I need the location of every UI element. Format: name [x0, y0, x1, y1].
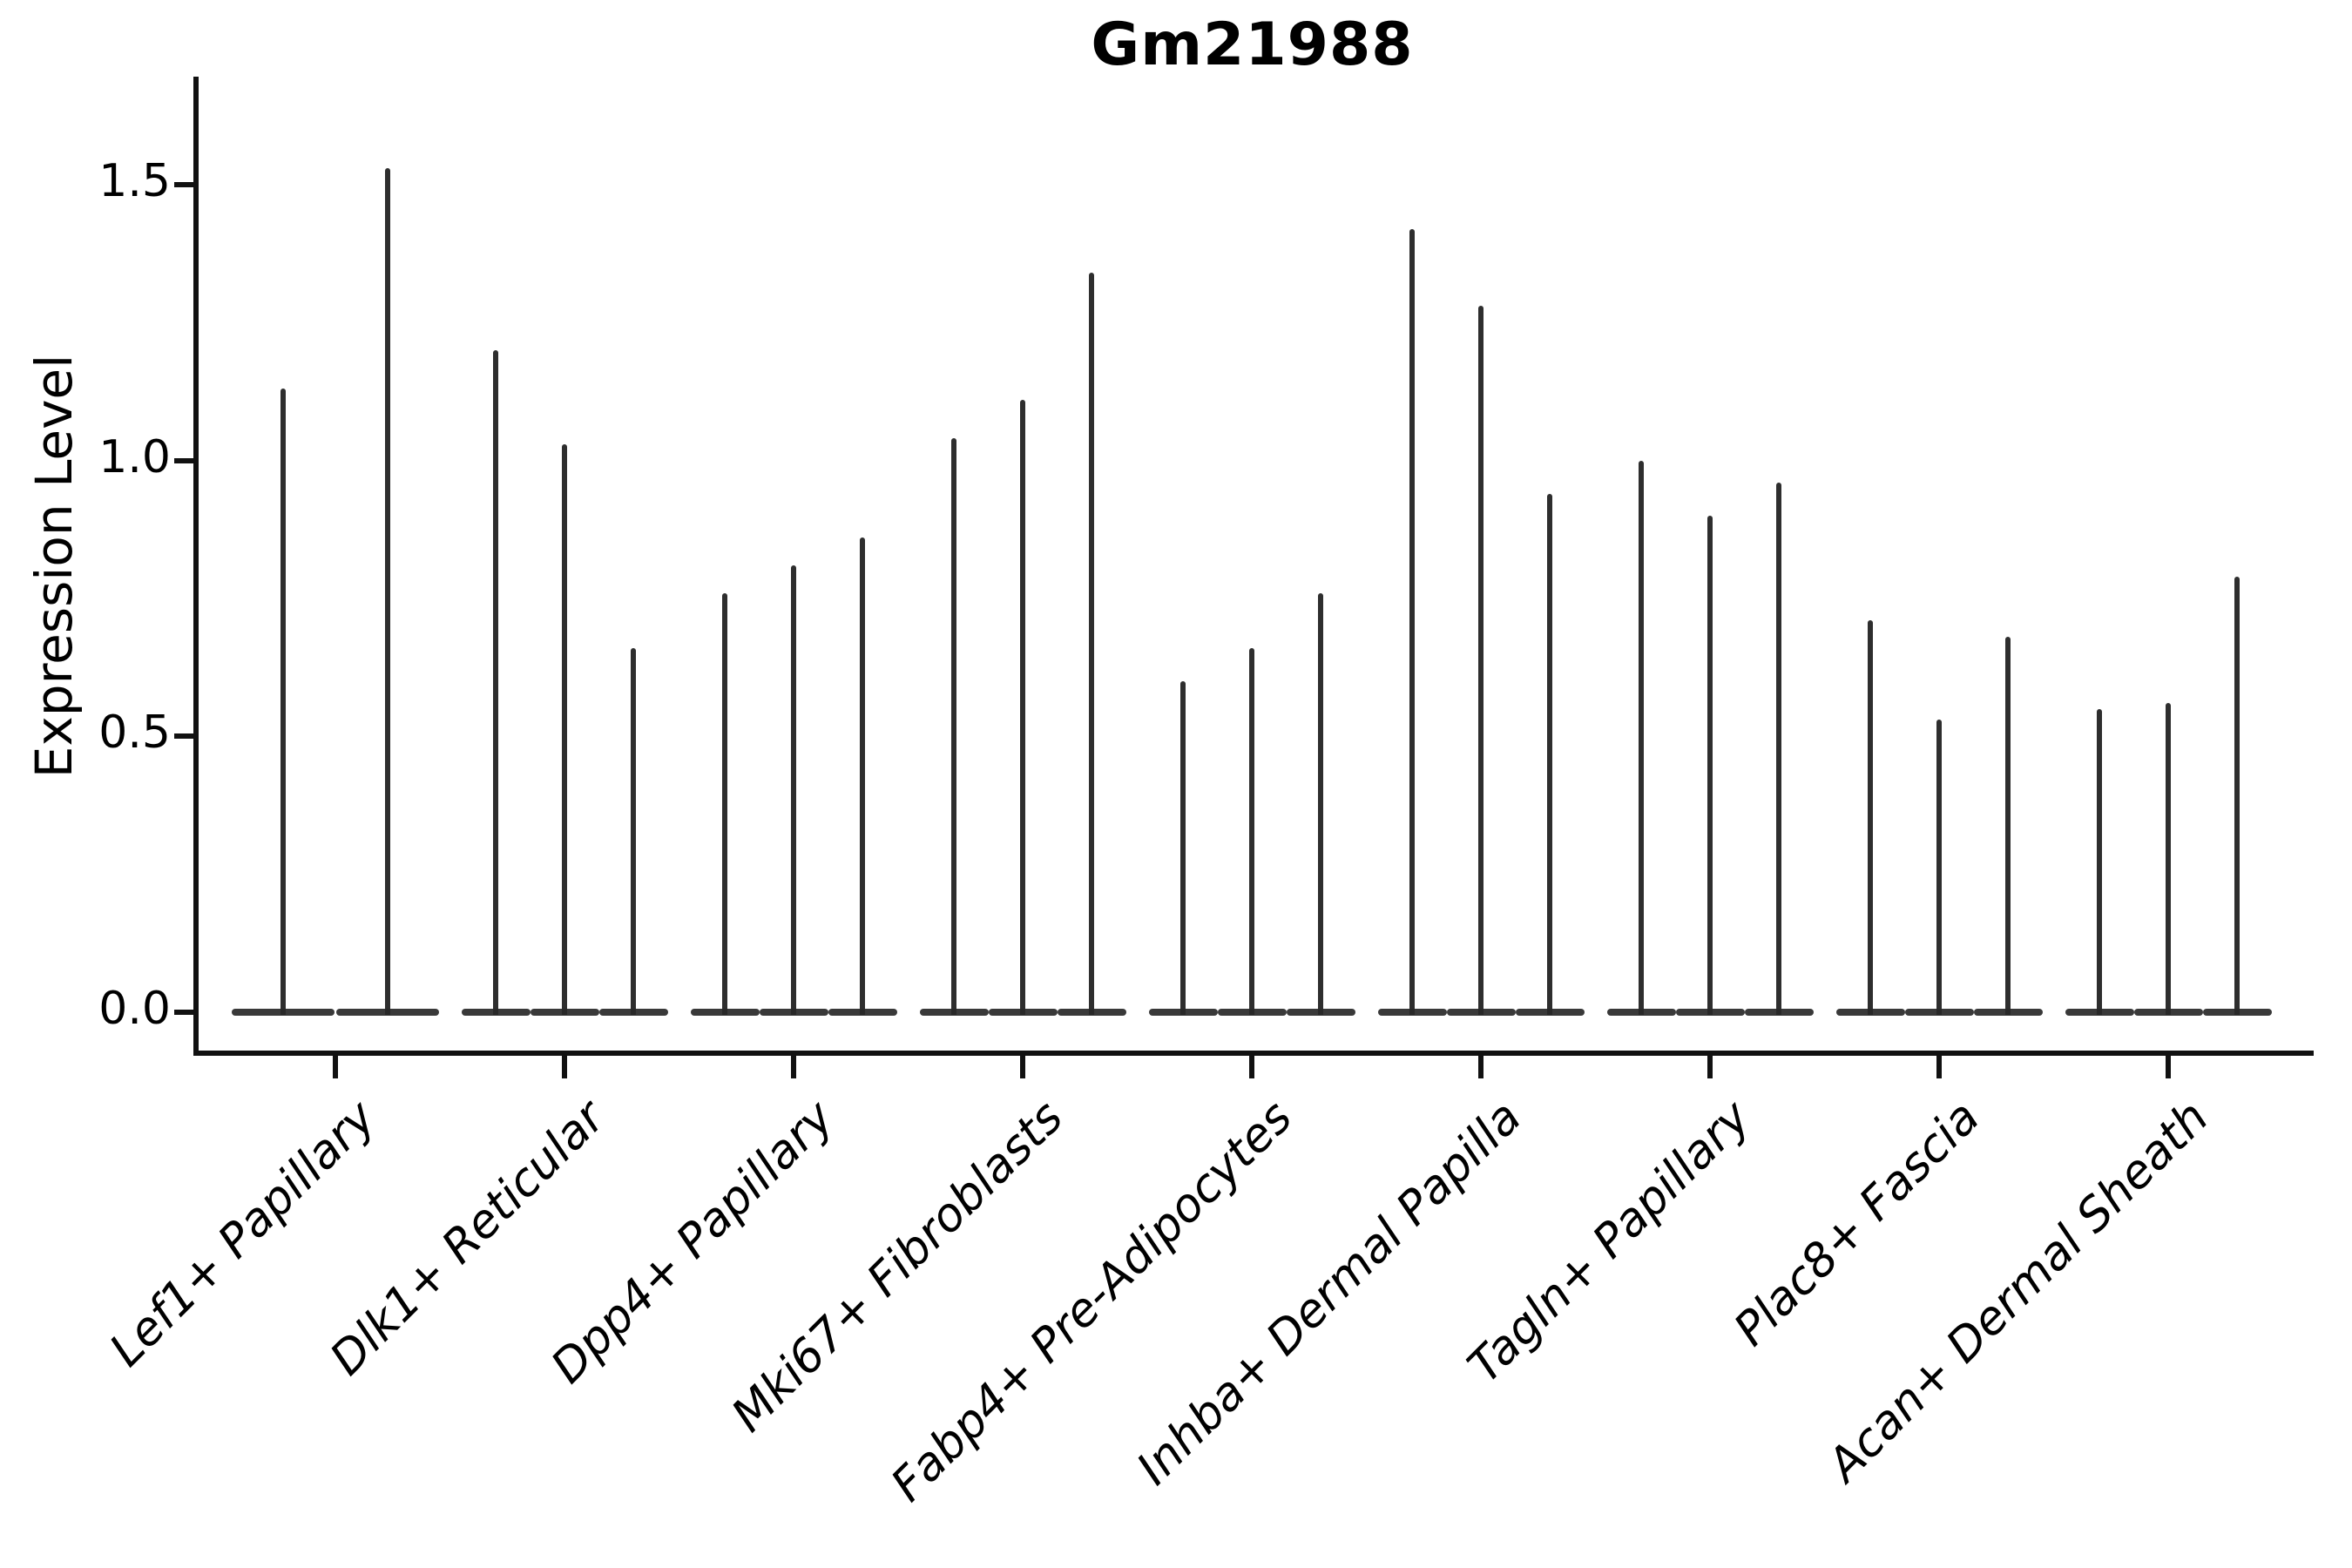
violin-spike [493, 350, 498, 1015]
y-tick-label: 0.5 [98, 706, 171, 760]
violin-spike [2166, 703, 2171, 1015]
violin-spike [1318, 592, 1323, 1015]
violin-spike [1936, 720, 1942, 1015]
violin-base [1057, 1009, 1126, 1016]
violin-spike [1547, 493, 1552, 1015]
violin-spike [631, 648, 636, 1015]
violin-spike [1639, 460, 1644, 1015]
x-tick-mark [1936, 1056, 1942, 1078]
violin-spike [562, 443, 567, 1015]
x-tick-mark [562, 1056, 567, 1078]
violin-base [1286, 1009, 1355, 1016]
violin-spike [791, 565, 796, 1015]
violin-spike [1180, 681, 1186, 1015]
y-tick-mark [174, 182, 195, 188]
violin-base [1835, 1009, 1905, 1016]
violin-spike [280, 389, 286, 1015]
violin-spike [2234, 576, 2240, 1015]
y-tick-label: 0.0 [98, 983, 171, 1035]
violin-base [598, 1009, 668, 1016]
y-tick-mark [174, 733, 195, 740]
violin-base [1675, 1009, 1745, 1016]
y-tick-mark [174, 1010, 195, 1015]
violin-spike [1089, 273, 1094, 1015]
y-tick-label: 1.5 [98, 155, 171, 208]
x-tick-mark [333, 1056, 338, 1078]
plot-area [193, 77, 2314, 1056]
violin-base [461, 1009, 531, 1016]
x-tick-mark [2166, 1056, 2171, 1078]
violin-base [2065, 1009, 2134, 1016]
x-tick-mark [1249, 1056, 1254, 1078]
violin-spike [1409, 228, 1415, 1015]
x-tick-mark [1478, 1056, 1484, 1078]
y-tick-mark [174, 457, 195, 463]
violin-base [1515, 1009, 1585, 1016]
violin-base [1904, 1009, 1974, 1016]
violin-spike [1868, 620, 1873, 1015]
violin-base [2202, 1009, 2272, 1016]
violin-spike [385, 168, 390, 1015]
violin-spike [1249, 648, 1254, 1015]
x-tick-mark [1020, 1056, 1025, 1078]
violin-base [1446, 1009, 1516, 1016]
y-tick-label: 1.0 [98, 430, 171, 483]
violin-spike [2005, 637, 2011, 1015]
violin-base [919, 1009, 989, 1016]
violin-base [232, 1009, 335, 1016]
violin-spike [2097, 708, 2102, 1015]
violin-spike [1707, 516, 1713, 1015]
violin-spike [1478, 306, 1484, 1015]
violin-base [988, 1009, 1058, 1016]
violin-base [828, 1009, 897, 1016]
violin-base [1744, 1009, 1814, 1016]
violin-base [759, 1009, 828, 1016]
violin-base [1148, 1009, 1218, 1016]
violin-base [1377, 1009, 1447, 1016]
x-tick-mark [1707, 1056, 1713, 1078]
violin-base [1606, 1009, 1676, 1016]
violin-base [1973, 1009, 2043, 1016]
x-tick-mark [791, 1056, 796, 1078]
violin-base [1217, 1009, 1287, 1016]
violin-base [690, 1009, 760, 1016]
violin-base [2133, 1009, 2203, 1016]
y-axis-label: Expression Level [24, 354, 84, 779]
violin-base [530, 1009, 599, 1016]
violin-spike [951, 438, 956, 1015]
violin-spike [860, 537, 865, 1015]
chart-title: Gm21988 [1091, 10, 1414, 79]
violin-spike [722, 592, 727, 1015]
violin-base [336, 1009, 439, 1016]
violin-spike [1020, 400, 1025, 1015]
violin-spike [1776, 483, 1781, 1015]
